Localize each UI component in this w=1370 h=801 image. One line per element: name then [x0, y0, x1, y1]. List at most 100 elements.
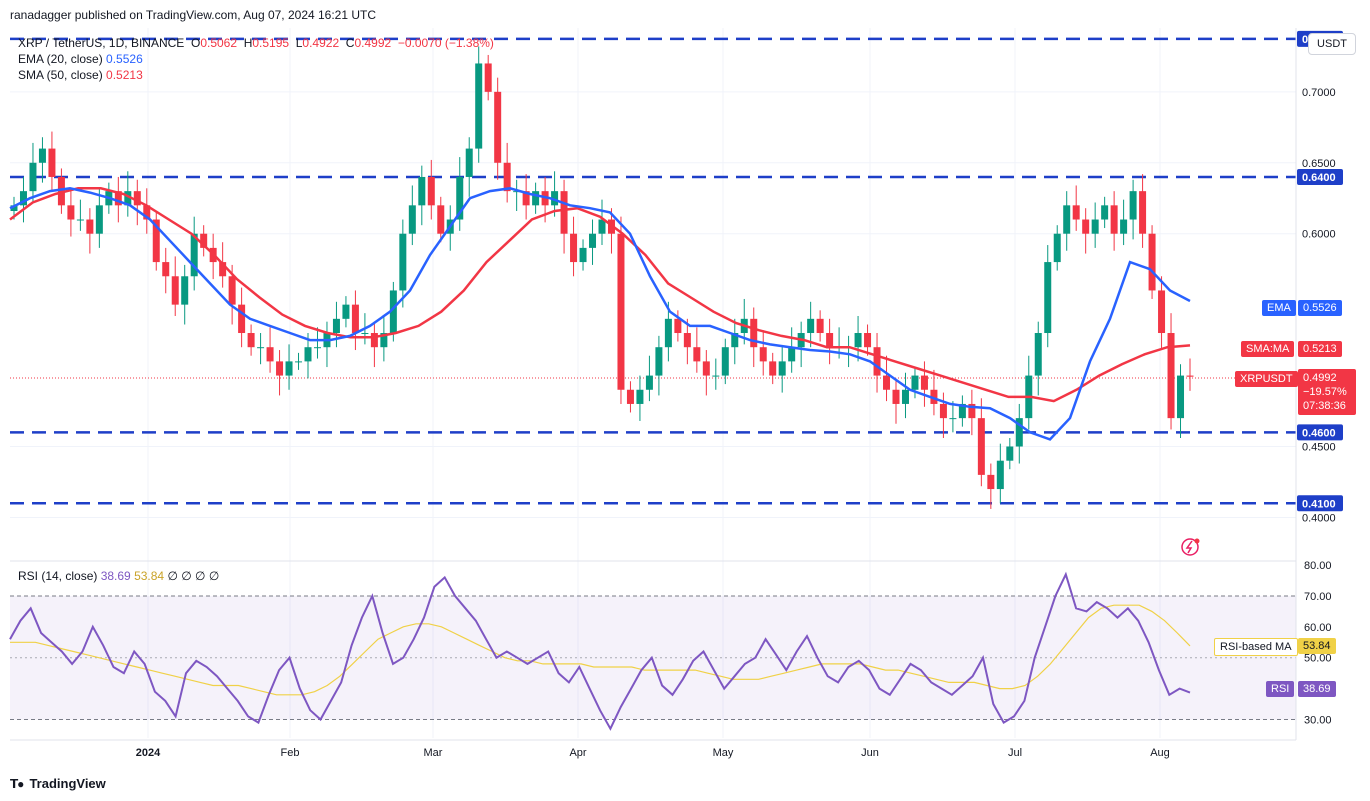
candle-body[interactable] [930, 389, 938, 404]
candle-body[interactable] [1139, 191, 1147, 234]
candle-body[interactable] [266, 347, 274, 362]
candle-body[interactable] [977, 418, 985, 475]
candle-body[interactable] [48, 148, 56, 177]
candle-body[interactable] [29, 162, 37, 192]
candle-body[interactable] [399, 233, 407, 291]
candle-body[interactable] [465, 148, 473, 177]
candle-body[interactable] [456, 176, 464, 220]
candle-body[interactable] [769, 361, 777, 376]
candle-body[interactable] [1129, 191, 1137, 220]
candle-body[interactable] [920, 375, 928, 390]
candle-body[interactable] [693, 347, 701, 362]
candle-body[interactable] [1177, 375, 1185, 419]
candle-body[interactable] [171, 276, 179, 305]
candle-body[interactable] [683, 333, 691, 348]
candle-body[interactable] [285, 361, 293, 376]
candle-body[interactable] [503, 162, 511, 192]
candle-body[interactable] [864, 333, 872, 348]
candle-body[interactable] [911, 375, 919, 390]
candle-body[interactable] [826, 333, 834, 348]
candle-body[interactable] [1120, 219, 1128, 234]
candle-body[interactable] [807, 318, 815, 334]
candle-body[interactable] [408, 205, 416, 234]
candle-body[interactable] [494, 91, 502, 163]
candle-body[interactable] [57, 176, 65, 206]
candle-body[interactable] [560, 191, 568, 234]
symbol-name[interactable]: XRP / TetherUS, 1D, BINANCE [18, 36, 185, 50]
candle-body[interactable] [95, 205, 103, 234]
candle-body[interactable] [351, 304, 359, 334]
candle-body[interactable] [1186, 375, 1194, 377]
candle-body[interactable] [67, 205, 75, 220]
candle-body[interactable] [551, 191, 559, 206]
candle-body[interactable] [987, 474, 995, 490]
candle-body[interactable] [626, 389, 634, 404]
alert-icon[interactable] [1181, 538, 1200, 556]
candle-body[interactable] [655, 347, 663, 376]
candle-body[interactable] [901, 389, 909, 404]
candle-body[interactable] [38, 148, 46, 163]
candle-body[interactable] [1110, 205, 1118, 234]
candle-body[interactable] [778, 361, 786, 376]
sma-legend[interactable]: SMA (50, close) 0.5213 [18, 68, 143, 82]
candle-body[interactable] [19, 191, 27, 206]
candle-body[interactable] [532, 191, 540, 206]
candle-body[interactable] [636, 389, 644, 404]
candle-body[interactable] [1148, 233, 1156, 291]
candle-body[interactable] [370, 333, 378, 348]
candle-body[interactable] [276, 361, 284, 376]
candle-body[interactable] [731, 333, 739, 348]
candle-body[interactable] [247, 333, 255, 348]
candle-body[interactable] [759, 347, 767, 362]
candle-body[interactable] [427, 176, 435, 206]
candle-body[interactable] [238, 304, 246, 334]
candle-body[interactable] [1034, 333, 1042, 376]
candle-body[interactable] [437, 205, 445, 234]
candle-body[interactable] [475, 63, 483, 149]
candle-body[interactable] [152, 219, 160, 263]
candle-body[interactable] [1167, 333, 1175, 419]
candle-body[interactable] [788, 347, 796, 362]
candle-body[interactable] [958, 403, 966, 419]
candle-body[interactable] [1053, 233, 1061, 263]
candle-body[interactable] [313, 347, 321, 349]
candle-body[interactable] [598, 219, 606, 234]
candle-body[interactable] [418, 176, 426, 206]
candle-body[interactable] [200, 233, 208, 248]
candle-body[interactable] [124, 191, 132, 206]
candle-body[interactable] [219, 262, 227, 277]
candle-body[interactable] [1082, 219, 1090, 234]
candle-body[interactable] [522, 191, 530, 206]
candle-body[interactable] [295, 361, 303, 363]
candle-body[interactable] [949, 418, 957, 420]
candle-body[interactable] [816, 318, 824, 334]
candle-body[interactable] [617, 233, 625, 390]
candle-body[interactable] [1072, 205, 1080, 220]
candle-body[interactable] [570, 233, 578, 263]
candle-body[interactable] [674, 318, 682, 334]
candle-body[interactable] [380, 333, 388, 348]
candle-body[interactable] [579, 247, 587, 263]
candle-body[interactable] [996, 460, 1004, 490]
time-axis[interactable]: 2024 Feb Mar Apr May Jun Jul Aug [136, 747, 1170, 759]
candle-body[interactable] [228, 276, 236, 305]
candle-body[interactable] [702, 361, 710, 376]
candle-body[interactable] [484, 63, 492, 92]
candle-body[interactable] [1044, 262, 1052, 334]
candle-body[interactable] [854, 333, 862, 348]
candle-body[interactable] [664, 318, 672, 348]
candle-body[interactable] [750, 318, 758, 348]
candle-body[interactable] [162, 262, 170, 277]
rsi-axis[interactable]: 80.00 70.00 60.00 50.00 30.00 [1304, 560, 1332, 726]
candle-body[interactable] [712, 375, 720, 377]
candle-body[interactable] [721, 347, 729, 376]
candle-body[interactable] [133, 191, 141, 206]
candle-body[interactable] [1091, 219, 1099, 234]
candle-body[interactable] [332, 318, 340, 334]
candle-body[interactable] [892, 389, 900, 404]
candle-body[interactable] [1101, 205, 1109, 220]
candle-body[interactable] [873, 347, 881, 376]
candle-body[interactable] [257, 347, 265, 349]
candle-body[interactable] [86, 219, 94, 234]
